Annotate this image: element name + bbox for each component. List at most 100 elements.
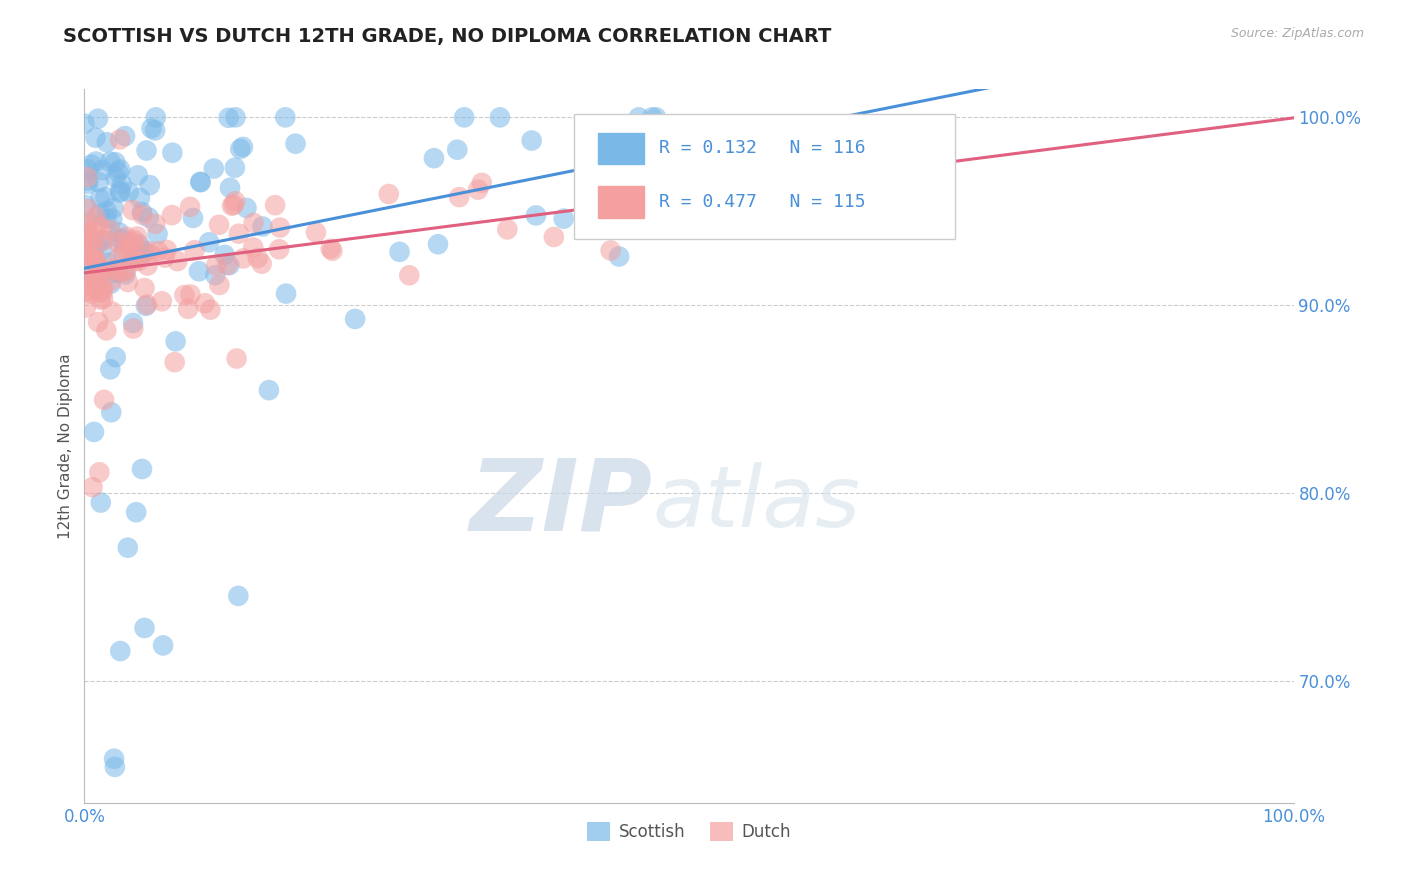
Point (637, 120, 659, 135)
Point (79, 234, 101, 248)
Point (183, 243, 205, 257)
Point (305, 226, 328, 240)
Point (112, 265, 135, 279)
Point (135, 299, 157, 313)
Point (242, 240, 264, 254)
Point (114, 129, 136, 144)
Point (84, 210, 107, 224)
Point (224, 161, 246, 175)
Point (163, 355, 186, 369)
Point (75, 301, 97, 315)
Point (134, 244, 156, 258)
Point (607, 250, 630, 264)
Point (73, 219, 96, 234)
Point (101, 211, 124, 226)
Point (93, 262, 115, 277)
Point (344, 312, 367, 326)
Point (124, 233, 146, 247)
Point (118, 243, 141, 257)
Point (83, 242, 105, 256)
Point (136, 297, 159, 311)
Point (591, 208, 613, 222)
Point (181, 211, 204, 225)
Point (84, 273, 107, 287)
Point (152, 639, 174, 653)
Point (101, 304, 124, 318)
Point (150, 294, 173, 309)
Point (205, 259, 228, 273)
Point (321, 244, 343, 258)
Point (77, 177, 100, 191)
Point (190, 175, 212, 189)
Point (75, 226, 97, 240)
Point (77, 173, 100, 187)
Point (108, 162, 131, 177)
Point (89, 465, 111, 479)
Point (218, 258, 240, 272)
Point (76, 162, 98, 177)
Point (208, 277, 231, 292)
Y-axis label: 12th Grade, No Diploma: 12th Grade, No Diploma (58, 353, 73, 539)
Point (599, 244, 621, 258)
Point (319, 242, 342, 256)
Point (274, 111, 297, 125)
Point (269, 242, 291, 256)
Point (115, 263, 138, 277)
Point (221, 199, 243, 213)
Point (104, 350, 127, 364)
Point (98, 223, 121, 237)
Point (73, 246, 96, 260)
Point (453, 111, 475, 125)
Point (222, 198, 245, 212)
Point (114, 268, 136, 282)
Point (224, 111, 246, 125)
Point (87, 175, 110, 189)
Point (108, 184, 131, 198)
Point (641, 111, 664, 125)
Point (82, 480, 104, 494)
Point (246, 251, 269, 265)
Point (129, 191, 152, 205)
Point (138, 211, 160, 225)
Point (89, 207, 111, 221)
Point (76, 202, 98, 216)
Point (135, 144, 157, 158)
Point (118, 185, 141, 199)
Point (87, 268, 110, 282)
Point (242, 216, 264, 230)
Point (187, 264, 209, 278)
Point (77, 238, 100, 252)
Point (250, 257, 273, 271)
Point (125, 229, 148, 244)
Point (146, 227, 169, 241)
Point (166, 254, 188, 268)
Point (553, 211, 575, 226)
Point (90, 233, 112, 247)
Point (179, 200, 201, 214)
Point (80, 276, 103, 290)
Point (76, 237, 98, 252)
Point (122, 235, 145, 250)
Point (117, 235, 139, 249)
Point (467, 183, 489, 197)
Text: atlas: atlas (652, 461, 860, 545)
Point (225, 351, 247, 366)
Point (104, 170, 127, 185)
Point (446, 143, 468, 157)
Point (219, 181, 242, 195)
Text: R = 0.132   N = 116: R = 0.132 N = 116 (659, 139, 865, 157)
Point (96, 135, 118, 149)
Point (91, 163, 114, 178)
Point (117, 541, 139, 555)
Point (84, 130, 107, 145)
Point (83, 425, 105, 439)
Point (111, 232, 134, 246)
Point (136, 244, 159, 259)
Point (104, 760, 127, 774)
Point (377, 187, 399, 202)
Point (190, 175, 212, 189)
Point (75, 198, 97, 212)
Point (93, 392, 115, 407)
Point (131, 462, 153, 476)
Point (153, 251, 176, 265)
